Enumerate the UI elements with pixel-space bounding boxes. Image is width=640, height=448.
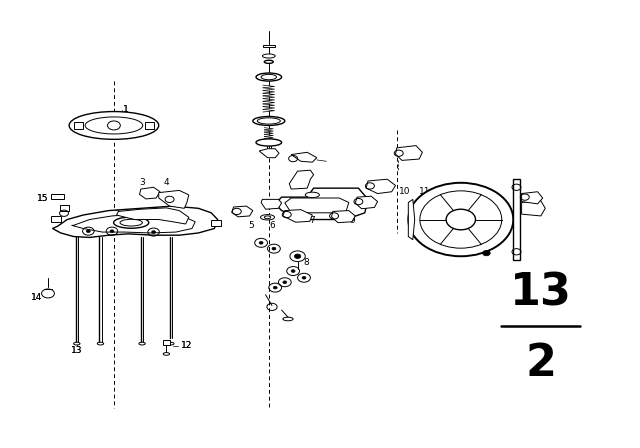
Circle shape [273,286,277,289]
Ellipse shape [253,116,285,125]
Circle shape [110,230,114,233]
Polygon shape [263,45,275,47]
Polygon shape [522,201,545,216]
Polygon shape [60,205,69,211]
Text: 1: 1 [124,105,129,114]
Ellipse shape [74,342,80,345]
Polygon shape [72,213,195,233]
Ellipse shape [305,192,319,198]
Polygon shape [211,220,221,226]
Polygon shape [283,210,312,222]
Polygon shape [513,179,520,260]
Circle shape [272,247,276,250]
Ellipse shape [256,73,282,81]
Text: 9: 9 [349,216,355,225]
Text: 4: 4 [164,178,169,187]
Polygon shape [145,122,154,129]
Polygon shape [289,170,314,189]
Ellipse shape [85,117,143,134]
Polygon shape [408,199,415,240]
Ellipse shape [264,60,273,64]
Circle shape [446,209,476,230]
Text: 12: 12 [181,341,193,350]
Ellipse shape [262,54,275,58]
Text: 15: 15 [36,194,48,202]
Polygon shape [116,208,189,224]
Text: 12: 12 [181,341,193,350]
Text: 14: 14 [31,293,43,302]
Circle shape [259,241,263,244]
Polygon shape [159,190,189,208]
Text: 7: 7 [310,216,315,225]
Circle shape [86,230,90,233]
Circle shape [152,231,156,233]
Circle shape [302,276,306,279]
Polygon shape [355,196,378,209]
Polygon shape [291,152,317,162]
Text: 2: 2 [525,342,556,385]
Text: 13: 13 [510,272,572,315]
Text: 3: 3 [140,178,145,187]
Polygon shape [51,194,64,199]
Polygon shape [285,198,349,213]
Circle shape [294,254,301,258]
Polygon shape [140,187,160,199]
Ellipse shape [163,353,170,355]
Polygon shape [51,216,61,222]
Polygon shape [396,146,422,160]
Ellipse shape [139,342,145,345]
Ellipse shape [168,342,174,345]
Text: 13: 13 [71,346,83,355]
Circle shape [283,281,287,284]
Text: 8: 8 [303,258,308,267]
Polygon shape [275,188,368,220]
Circle shape [483,250,490,256]
Text: 6: 6 [269,221,275,230]
Ellipse shape [261,74,276,80]
Ellipse shape [69,112,159,139]
Ellipse shape [264,216,271,219]
Ellipse shape [114,217,148,228]
Polygon shape [52,206,218,237]
Ellipse shape [257,118,280,124]
Polygon shape [332,211,355,223]
Ellipse shape [120,220,142,226]
Text: 15: 15 [36,194,48,202]
Polygon shape [163,340,170,345]
Polygon shape [74,122,83,129]
Polygon shape [522,192,543,204]
Text: 11: 11 [419,187,430,196]
Polygon shape [261,199,282,209]
Text: 14: 14 [31,293,43,302]
Circle shape [408,183,513,256]
Text: 2: 2 [115,210,120,219]
Ellipse shape [256,139,282,146]
Ellipse shape [260,215,275,220]
Circle shape [291,270,295,272]
Polygon shape [232,206,253,217]
Text: 5: 5 [248,221,253,230]
Polygon shape [259,149,279,158]
Ellipse shape [97,342,104,345]
Text: 10: 10 [399,187,410,196]
Polygon shape [366,179,396,194]
Text: 1: 1 [124,105,129,114]
Text: 13: 13 [71,346,83,355]
